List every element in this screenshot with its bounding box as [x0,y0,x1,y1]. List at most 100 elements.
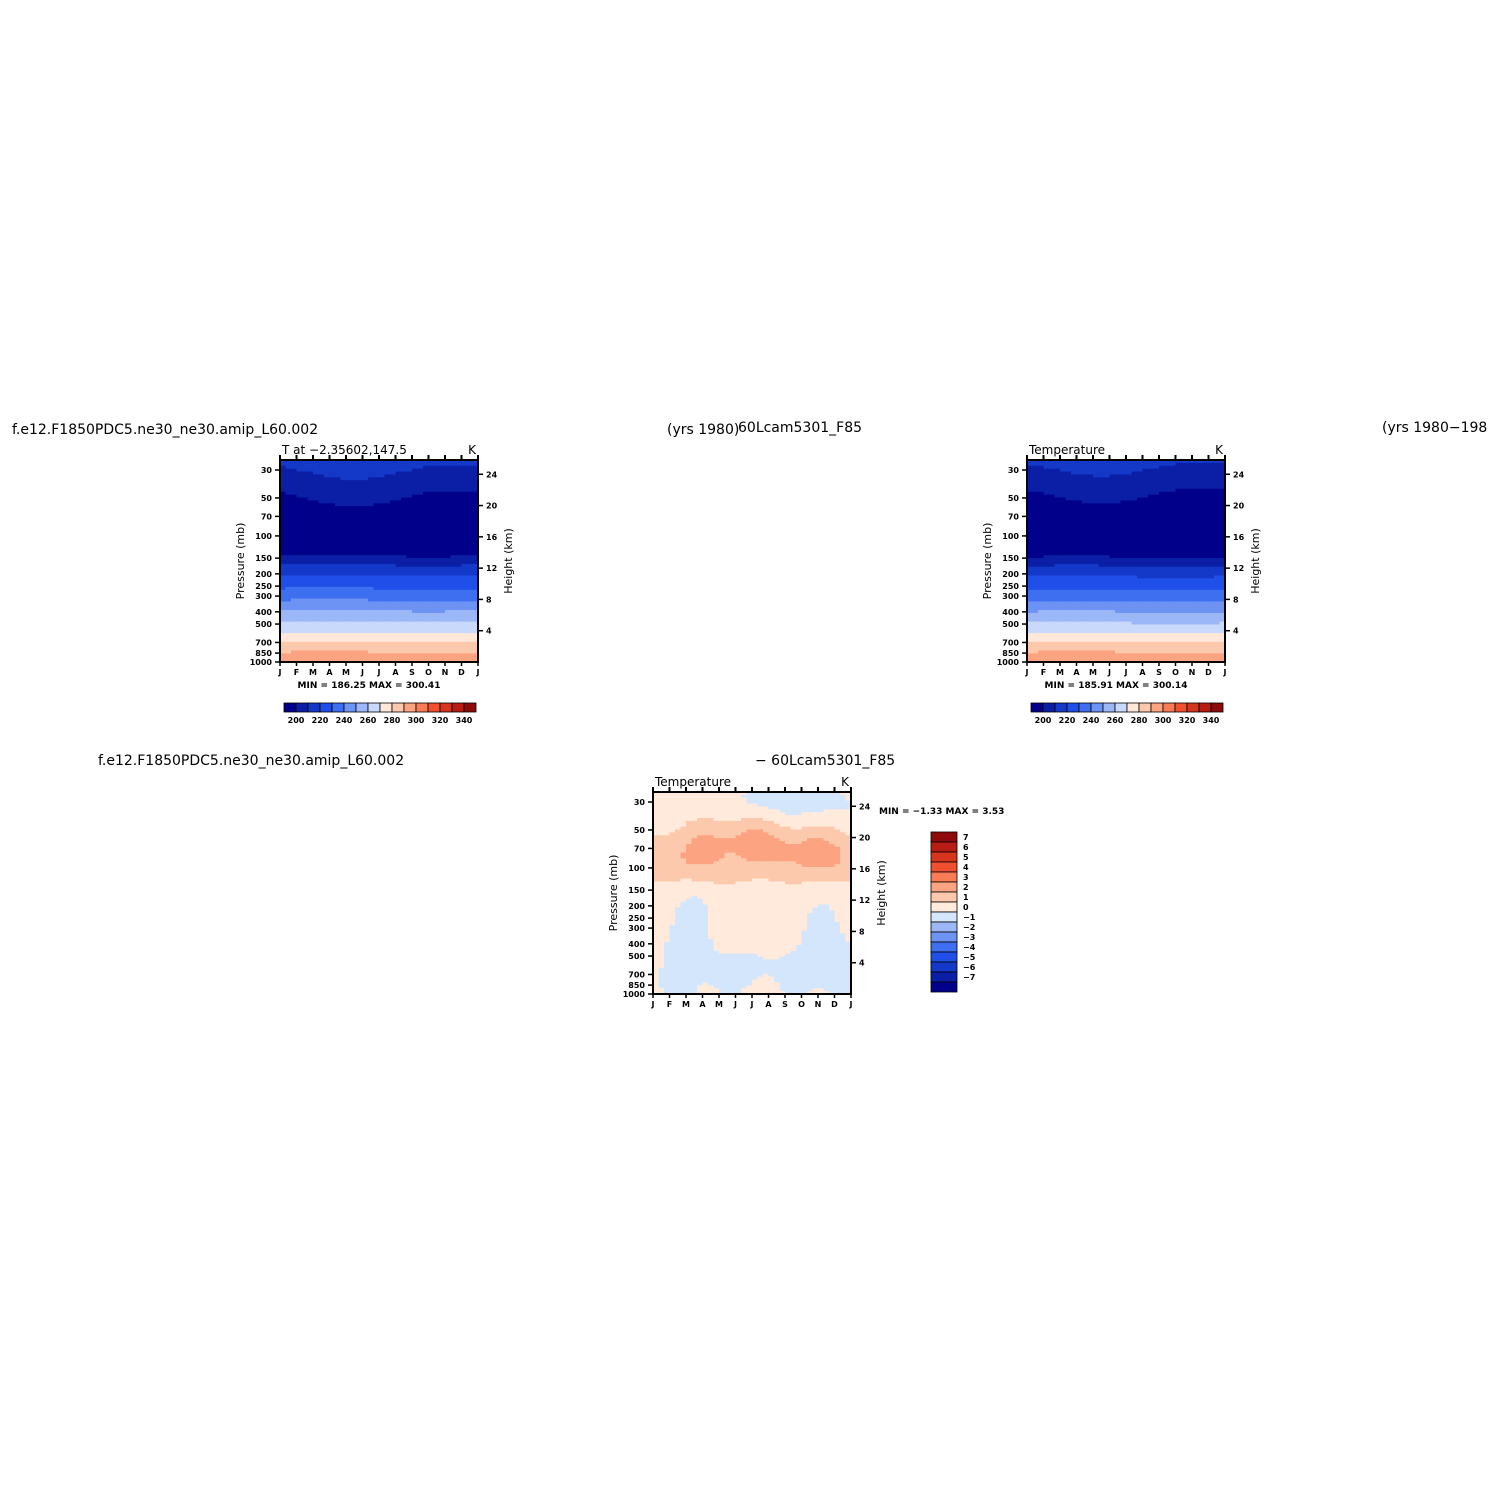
contour-cell [346,503,353,507]
contour-cell [307,624,314,628]
contour-cell [1098,595,1105,600]
contour-cell [379,488,386,493]
contour-cell [1043,494,1050,499]
contour-cell [1038,561,1045,565]
contour-cell [395,615,402,620]
contour-cell [1131,566,1138,571]
contour-cell [296,506,303,510]
contour-cell [1098,624,1105,628]
contour-cell [1126,460,1133,464]
contour-cell [351,535,358,539]
contour-cell [373,650,380,654]
contour-cell [1192,624,1199,628]
contour-cell [412,638,419,643]
contour-cell [401,526,408,530]
contour-cell [428,647,435,652]
contour-cell [1159,483,1166,487]
contour-cell [1164,511,1171,516]
contour-cell [1208,601,1215,605]
contour-cell [1142,644,1149,649]
contour-cell [461,653,468,657]
contour-cell [467,480,474,484]
contour-cell [406,552,413,556]
contour-cell [362,471,369,476]
contour-cell [412,497,419,501]
contour-cell [1049,592,1056,597]
contour-cell [1071,511,1078,516]
contour-cell [1043,485,1050,490]
contour-cell [362,540,369,545]
contour-cell [368,509,375,513]
contour-cell [285,526,292,530]
contour-cell [340,621,347,626]
contour-cell [379,462,386,467]
contour-cell [1076,477,1083,481]
contour-cell [291,561,298,565]
contour-cell [384,549,391,553]
contour-cell [324,503,331,507]
contour-cell [1142,575,1149,579]
contour-cell [1120,572,1127,577]
contour-cell [428,618,435,623]
y-tick-label: 850 [255,649,272,658]
contour-cell [1109,509,1116,513]
contour-cell [307,540,314,545]
contour-cell [456,477,463,481]
contour-cell [285,610,292,614]
contour-cell [1203,638,1210,643]
contour-cell [434,497,441,501]
contour-cell [1038,529,1045,533]
contour-cell [1153,520,1160,525]
contour-cell [373,532,380,536]
contour-cell [1181,503,1188,507]
colorbar-box [403,702,417,713]
contour-cell [324,656,331,660]
contour-cell [445,630,452,634]
contour-cell [1203,497,1210,501]
contour-cell [1032,607,1039,611]
contour-cell [390,641,397,646]
contour-cell [1093,483,1100,487]
contour-cell [456,653,463,657]
contour-cell [445,633,452,637]
contour-cell [1065,462,1072,467]
contour-cell [412,465,419,470]
contour-cell [1164,523,1171,527]
contour-cell [1208,477,1215,481]
contour-cell [412,506,419,510]
contour-cell [1203,566,1210,571]
contour-cell [373,633,380,637]
contour-cell [1032,517,1039,522]
contour-cell [1104,526,1111,530]
contour-cell [335,509,342,513]
contour-cell [1186,644,1193,649]
contour-cell [428,494,435,499]
contour-cell [1192,529,1199,533]
contour-cell [1175,517,1182,522]
contour-cell [461,615,468,620]
contour-cell [1186,598,1193,602]
contour-cell [1153,540,1160,545]
contour-cell [1049,552,1056,556]
contour-cell [291,523,298,527]
contour-cell [467,633,474,637]
contour-cell [456,497,463,501]
contour-cell [351,471,358,476]
contour-cell [1208,471,1215,476]
contour-cell [285,558,292,562]
contour-cell [1115,618,1122,623]
contour-cell [1082,555,1089,559]
contour-cell [1181,500,1188,504]
contour-cell [1071,506,1078,510]
contour-cell [401,607,408,611]
contour-cell [1208,607,1215,611]
contour-cell [445,615,452,620]
contour-cell [1043,589,1050,594]
contour-cell [324,627,331,631]
contour-cell [1109,552,1116,556]
contour-cell [467,575,474,579]
contour-cell [456,532,463,536]
contour-cell [395,607,402,611]
contour-cell [434,561,441,565]
contour-cell [1159,503,1166,507]
